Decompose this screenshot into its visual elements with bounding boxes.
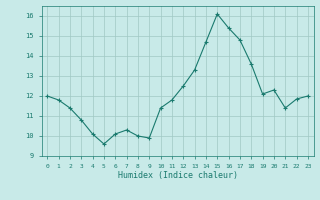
X-axis label: Humidex (Indice chaleur): Humidex (Indice chaleur) bbox=[118, 171, 237, 180]
